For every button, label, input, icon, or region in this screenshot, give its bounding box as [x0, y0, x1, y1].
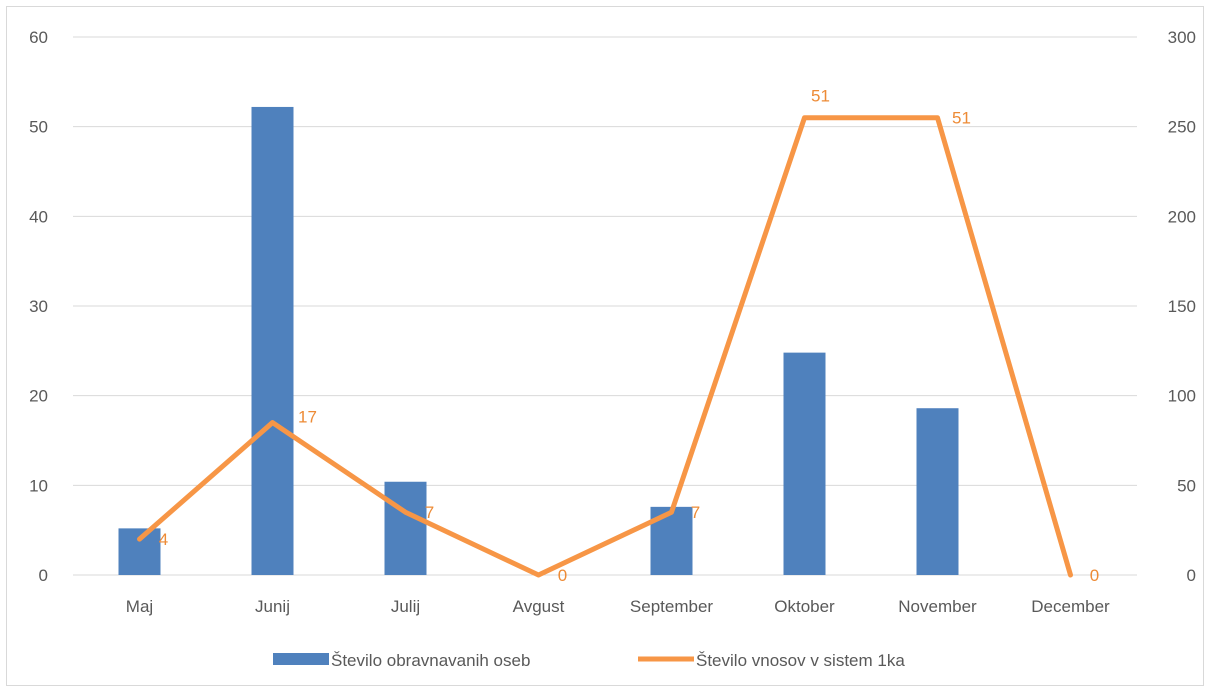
x-axis-tick-label: Oktober: [774, 597, 835, 616]
x-axis-ticks: Maj Junij Julij Avgust September Oktober Novem…: [126, 597, 1110, 616]
bar: [251, 106, 294, 575]
legend-label-line: Število vnosov v sistem 1ka: [696, 651, 905, 670]
right-axis-tick-label: 300: [1168, 28, 1196, 47]
bar: [916, 408, 959, 575]
left-axis-tick-label: 60: [29, 28, 48, 47]
right-axis-tick-label: 250: [1168, 118, 1196, 137]
x-axis-tick-label: Avgust: [513, 597, 565, 616]
left-axis-tick-label: 30: [29, 297, 48, 316]
line-data-label: 7: [425, 503, 434, 522]
right-axis-tick-label: 50: [1177, 476, 1196, 495]
series-line: [137, 115, 1073, 578]
right-axis-ticks: 0 50 100 150 200 250 300: [1168, 28, 1196, 585]
left-axis-tick-label: 10: [29, 476, 48, 495]
bar: [384, 481, 427, 575]
right-axis-tick-label: 200: [1168, 207, 1196, 226]
x-axis-tick-label: Maj: [126, 597, 153, 616]
line-data-label: 0: [558, 566, 567, 585]
line-data-label: 17: [298, 408, 317, 427]
gridlines: [73, 36, 1137, 576]
line-data-label: 7: [691, 503, 700, 522]
bar: [118, 528, 161, 575]
x-axis-tick-label: Julij: [391, 597, 420, 616]
left-axis-tick-label: 0: [39, 566, 48, 585]
line-data-label: 51: [952, 109, 971, 128]
x-axis-tick-label: December: [1031, 597, 1110, 616]
line-data-label: 51: [811, 87, 830, 106]
left-axis-tick-label: 20: [29, 387, 48, 406]
line-data-label: 0: [1090, 566, 1099, 585]
bar-series: [118, 106, 959, 575]
right-axis-tick-label: 100: [1168, 387, 1196, 406]
x-axis-tick-label: Junij: [255, 597, 290, 616]
line-series: [137, 115, 1073, 578]
left-axis-tick-label: 40: [29, 207, 48, 226]
legend-swatch-bars: [273, 653, 329, 665]
x-axis-tick-label: November: [898, 597, 977, 616]
line-data-labels: 4 17 7 0 7 51 51 0: [159, 87, 1099, 585]
legend-label-bars: Število obravnavanih oseb: [331, 651, 530, 670]
bar: [783, 352, 826, 575]
line-data-label: 4: [159, 530, 168, 549]
right-axis-tick-label: 0: [1187, 566, 1196, 585]
left-axis-ticks: 0 10 20 30 40 50 60: [29, 28, 48, 585]
x-axis-tick-label: September: [630, 597, 713, 616]
legend: Število obravnavanih oseb Število vnosov…: [273, 651, 905, 670]
left-axis-tick-label: 50: [29, 118, 48, 137]
right-axis-tick-label: 150: [1168, 297, 1196, 316]
